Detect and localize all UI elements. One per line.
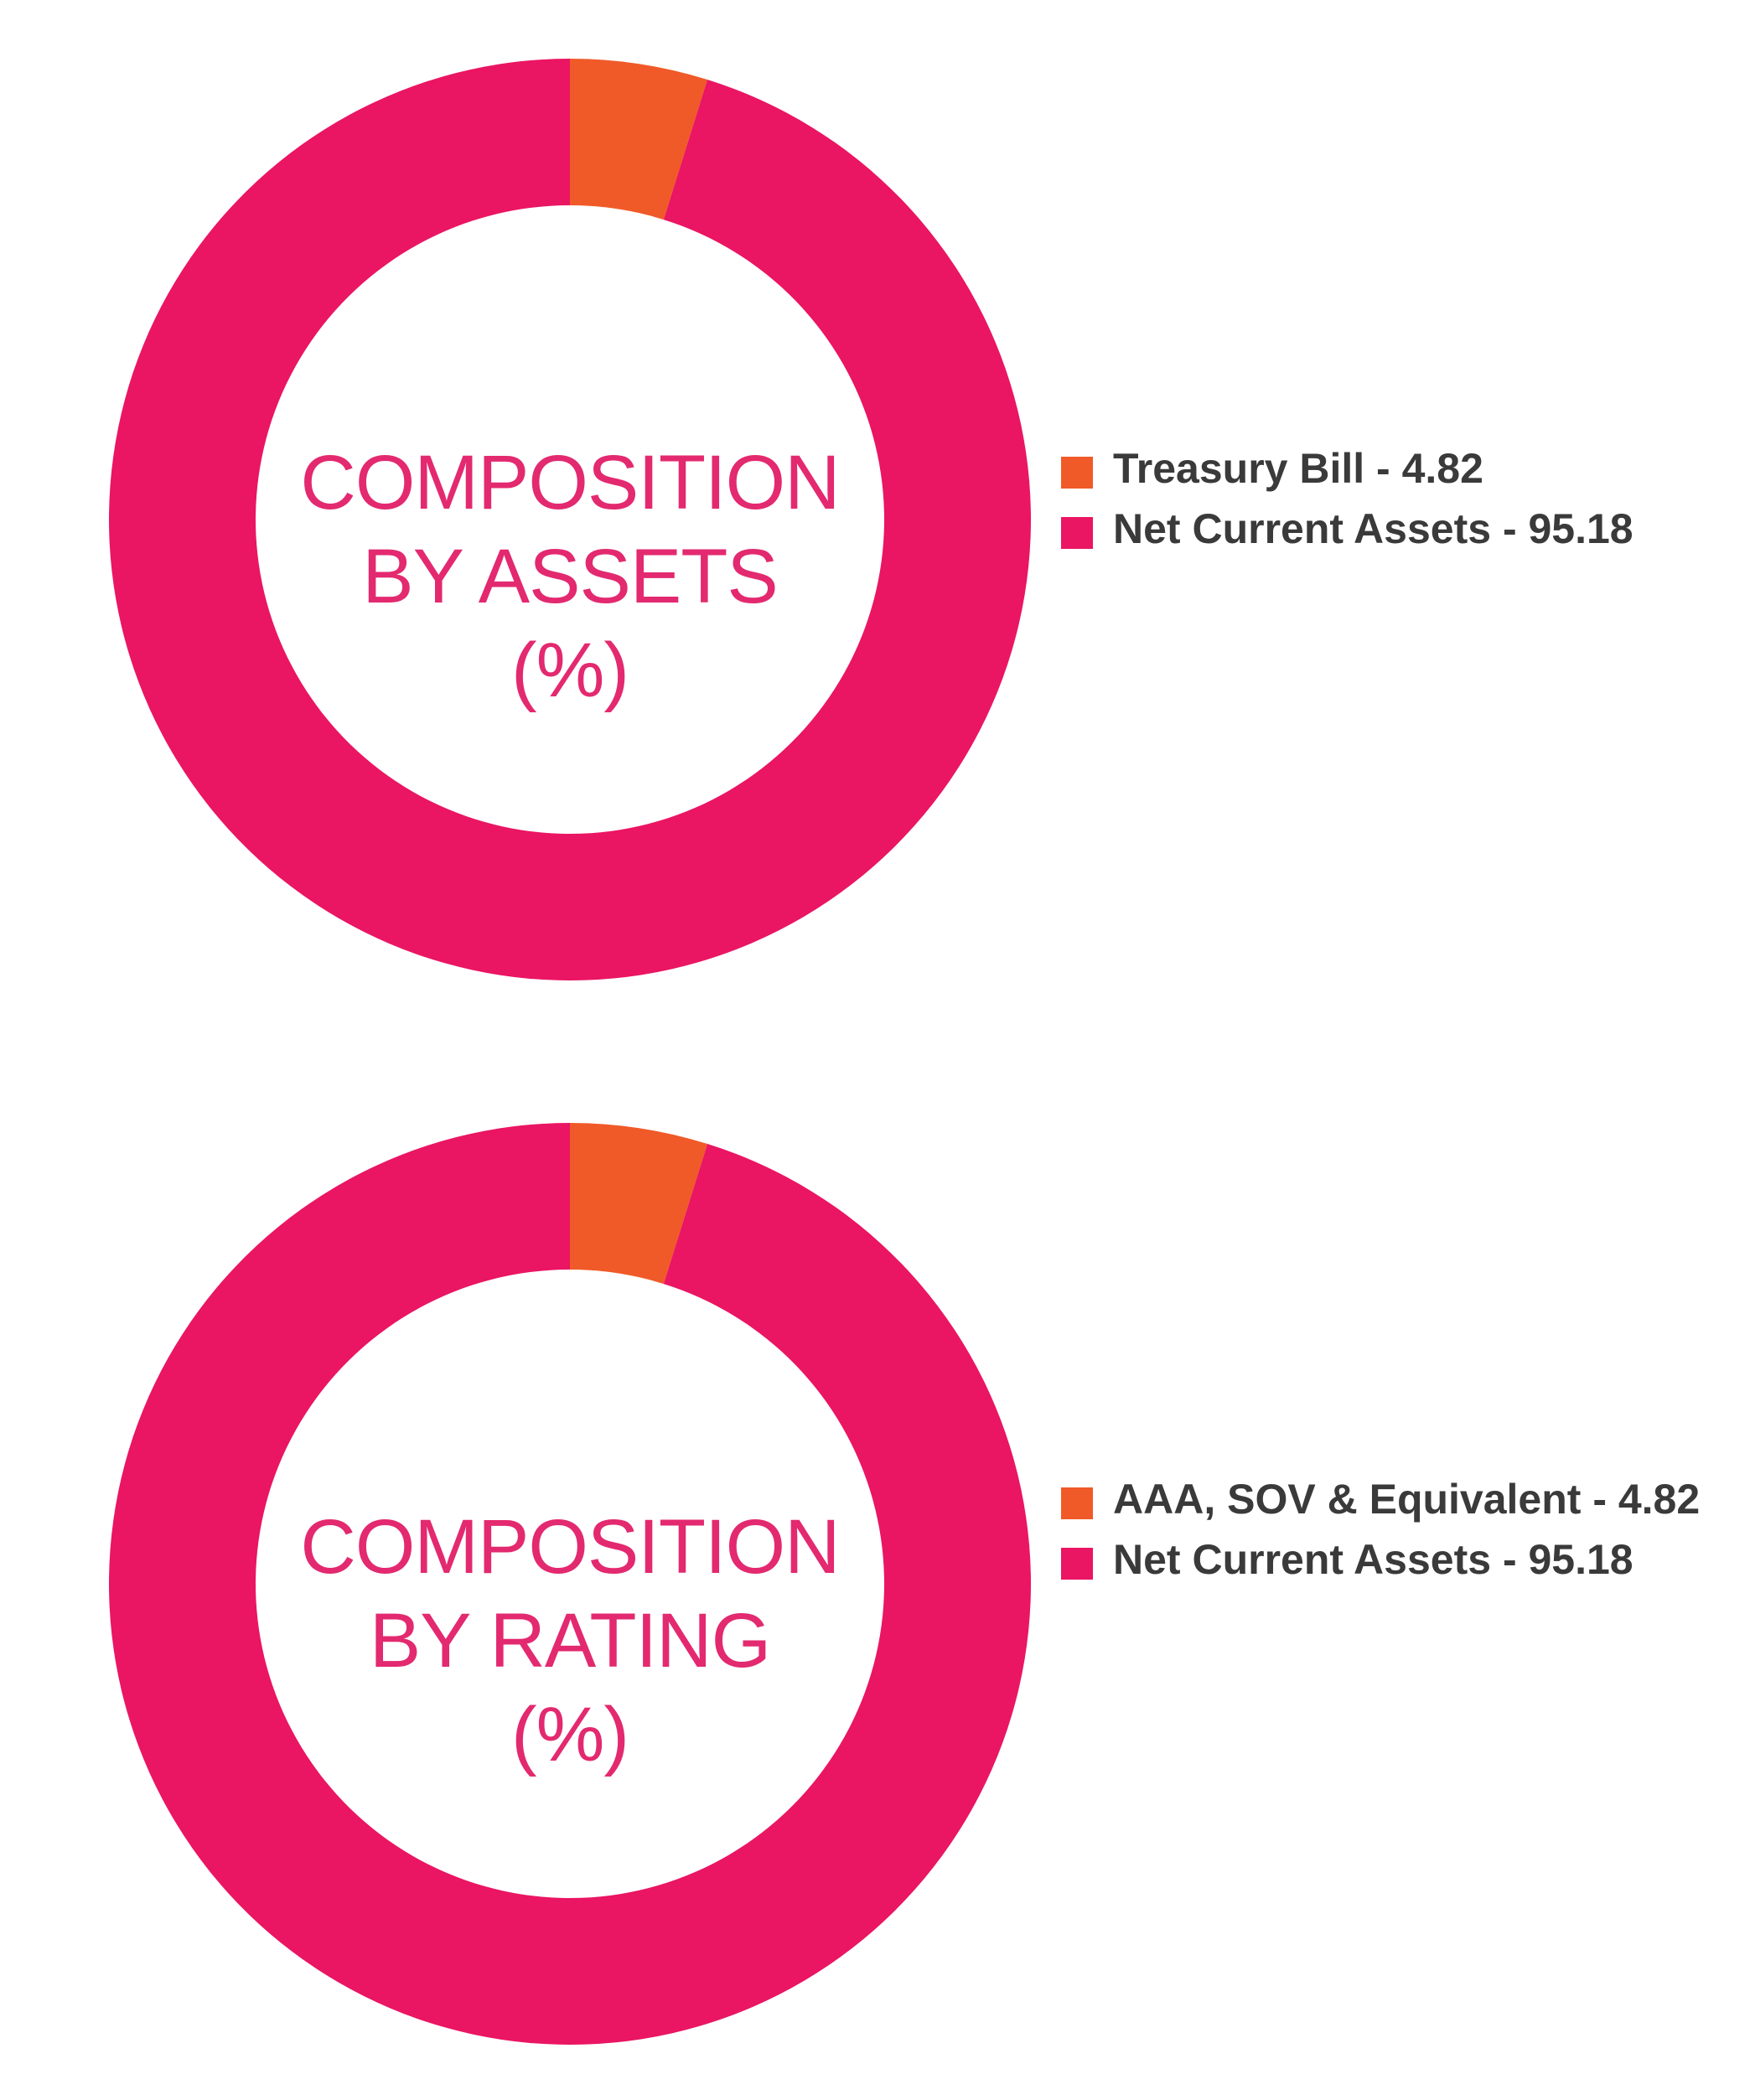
legend-label: AAA, SOV & Equivalent - 4.82 (1113, 1476, 1701, 1523)
chart-title-line-1: COMPOSITION (300, 1504, 840, 1590)
donut-slice-treasury-bill (570, 59, 708, 220)
chart-title-line-2: BY RATING (369, 1598, 771, 1684)
legend-label: Net Current Assets - 95.18 (1113, 1536, 1634, 1583)
donut-slice-aaa-sov-equivalent (570, 1123, 708, 1285)
legend-swatch (1061, 457, 1093, 489)
legend-swatch (1061, 517, 1093, 549)
legend-item-aaa-sov-equivalent: AAA, SOV & Equivalent - 4.82 (1061, 1471, 1732, 1528)
chart-title-line-3: (%) (510, 1692, 629, 1777)
donut-chart-assets (108, 59, 1031, 980)
chart-title-line-1: COMPOSITION (300, 440, 840, 525)
chart-legend: Treasury Bill - 4.82 Net Current Assets … (1061, 440, 1732, 561)
chart-title-line-2: BY ASSETS (362, 534, 779, 619)
legend-swatch (1061, 1548, 1093, 1580)
chart-legend: AAA, SOV & Equivalent - 4.82 Net Current… (1061, 1471, 1732, 1591)
chart-composition-by-assets: COMPOSITION BY ASSETS (%) Treasury Bill … (0, 50, 1750, 1014)
chart-title: COMPOSITION BY RATING (%) (251, 1500, 888, 1782)
donut-slice-net-current-assets (108, 1123, 1031, 2045)
legend-label: Treasury Bill - 4.82 (1113, 445, 1483, 492)
chart-title-line-3: (%) (510, 628, 629, 713)
chart-composition-by-rating: COMPOSITION BY RATING (%) AAA, SOV & Equ… (0, 1115, 1750, 2078)
legend-item-net-current-assets: Net Current Assets - 95.18 (1061, 1531, 1732, 1588)
legend-item-net-current-assets: Net Current Assets - 95.18 (1061, 500, 1732, 557)
donut-slice-net-current-assets (108, 59, 1031, 980)
legend-label: Net Current Assets - 95.18 (1113, 505, 1634, 552)
legend-swatch (1061, 1487, 1093, 1519)
chart-title: COMPOSITION BY ASSETS (%) (251, 436, 888, 717)
legend-item-treasury-bill: Treasury Bill - 4.82 (1061, 440, 1732, 497)
donut-chart-rating (108, 1123, 1031, 2045)
